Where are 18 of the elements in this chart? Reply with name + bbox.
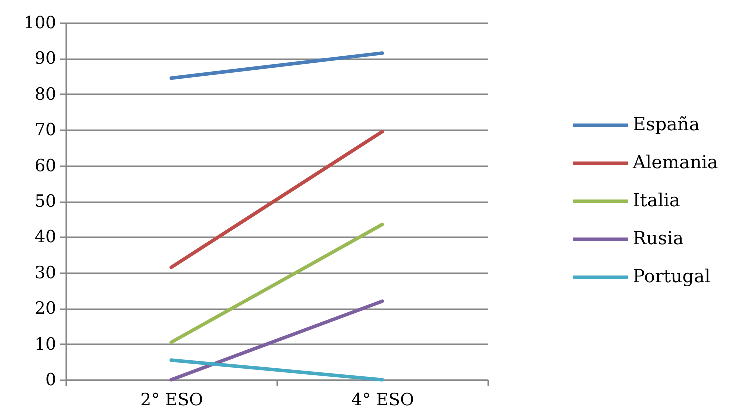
legend-label: Italia	[633, 190, 681, 212]
y-tick-label: 20	[34, 299, 56, 320]
y-tick-label: 40	[34, 228, 56, 248]
y-tick-label: 50	[34, 192, 56, 212]
y-tick-label: 90	[34, 49, 56, 70]
y-tick-label: 70	[34, 120, 56, 141]
legend-label: Rusia	[633, 228, 684, 250]
legend-label: Portugal	[633, 266, 711, 288]
y-tick-label: 100	[24, 14, 56, 34]
x-tick-label: 2° ESO	[140, 390, 204, 410]
legend-label: Alemania	[632, 152, 719, 174]
y-tick-label: 80	[34, 84, 56, 105]
x-tick-label: 4° ESO	[352, 390, 414, 410]
legend-label: España	[633, 114, 700, 136]
y-tick-label: 60	[34, 156, 56, 176]
y-tick-label: 30	[34, 263, 56, 284]
y-tick-label: 0	[46, 370, 56, 390]
y-tick-label: 10	[34, 334, 56, 355]
